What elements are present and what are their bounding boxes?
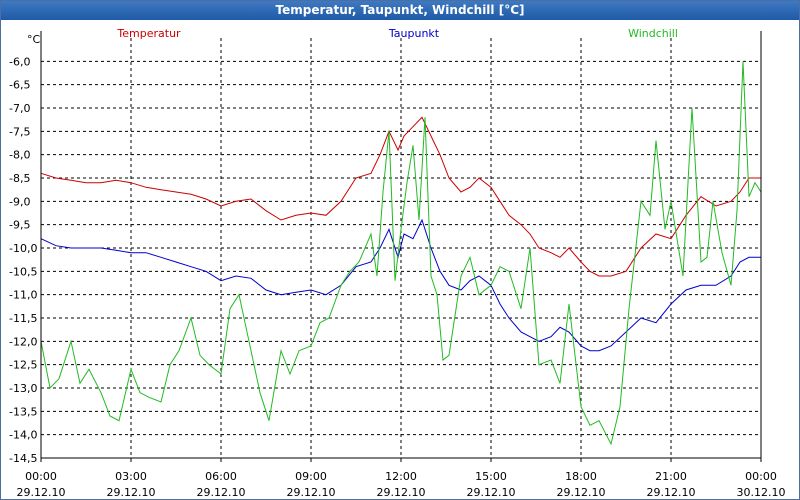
y-tick-label: -11,0 (9, 289, 37, 302)
legend-temperatur: Temperatur (116, 27, 181, 40)
y-tick-label: -10,5 (9, 265, 37, 278)
x-tick-time: 15:00 (475, 470, 507, 483)
axes (40, 31, 762, 462)
series-line-temperatur (40, 116, 761, 277)
y-tick-label: -9,5 (9, 219, 30, 232)
labels: -14,5 -14,0 -13,5 -13,0 -12,5 -12,0 -11,5 -11,0… (9, 27, 785, 499)
y-tick-label: -8,0 (9, 149, 30, 162)
x-tick-date: 29.12.10 (287, 486, 336, 499)
y-tick-label: -6,0 (9, 55, 30, 68)
series-line-windchill (40, 61, 762, 446)
legend-taupunkt: Taupunkt (388, 27, 440, 40)
y-tick-label: -8,5 (9, 172, 30, 185)
y-tick-label: -11,5 (9, 312, 37, 325)
y-tick-label: -12,0 (9, 335, 37, 348)
x-tick-time: 00:00 (745, 470, 777, 483)
x-tick-date: 29.12.10 (467, 486, 516, 499)
grid (40, 38, 762, 459)
x-tick-time: 03:00 (115, 470, 147, 483)
x-tick-time: 12:00 (385, 470, 417, 483)
x-tick-time: 09:00 (295, 470, 327, 483)
x-tick-time: 18:00 (565, 470, 597, 483)
y-tick-label: -13,0 (9, 382, 37, 395)
y-tick-label: -14,0 (9, 429, 37, 442)
y-tick-label: -10,0 (9, 242, 37, 255)
y-tick-label: -6,5 (9, 79, 30, 92)
series-line-taupunkt (40, 218, 761, 352)
y-tick-label: -7,0 (9, 102, 30, 115)
x-tick-date: 29.12.10 (377, 486, 426, 499)
x-tick-date: 29.12.10 (557, 486, 606, 499)
y-tick-label: -7,5 (9, 125, 30, 138)
y-tick-label: -13,5 (9, 405, 37, 418)
x-tick-date: 29.12.10 (17, 486, 66, 499)
y-tick-label: -9,0 (9, 195, 30, 208)
x-tick-date: 29.12.10 (107, 486, 156, 499)
x-tick-date: 29.12.10 (647, 486, 696, 499)
series-layer (40, 61, 762, 446)
y-tick-label: -14,5 (9, 452, 37, 465)
x-tick-time: 06:00 (205, 470, 237, 483)
window-title: Temperatur, Taupunkt, Windchill [°C] (1, 1, 799, 20)
x-tick-time: 21:00 (655, 470, 687, 483)
y-axis-unit: °C (27, 33, 41, 46)
x-tick-date: 29.12.10 (197, 486, 246, 499)
line-chart: -14,5 -14,0 -13,5 -13,0 -12,5 -12,0 -11,5 -11,0… (9, 27, 785, 499)
legend-windchill: Windchill (628, 27, 678, 40)
x-tick-date: 30.12.10 (737, 486, 786, 499)
y-tick-label: -12,5 (9, 359, 37, 372)
x-tick-time: 00:00 (25, 470, 57, 483)
